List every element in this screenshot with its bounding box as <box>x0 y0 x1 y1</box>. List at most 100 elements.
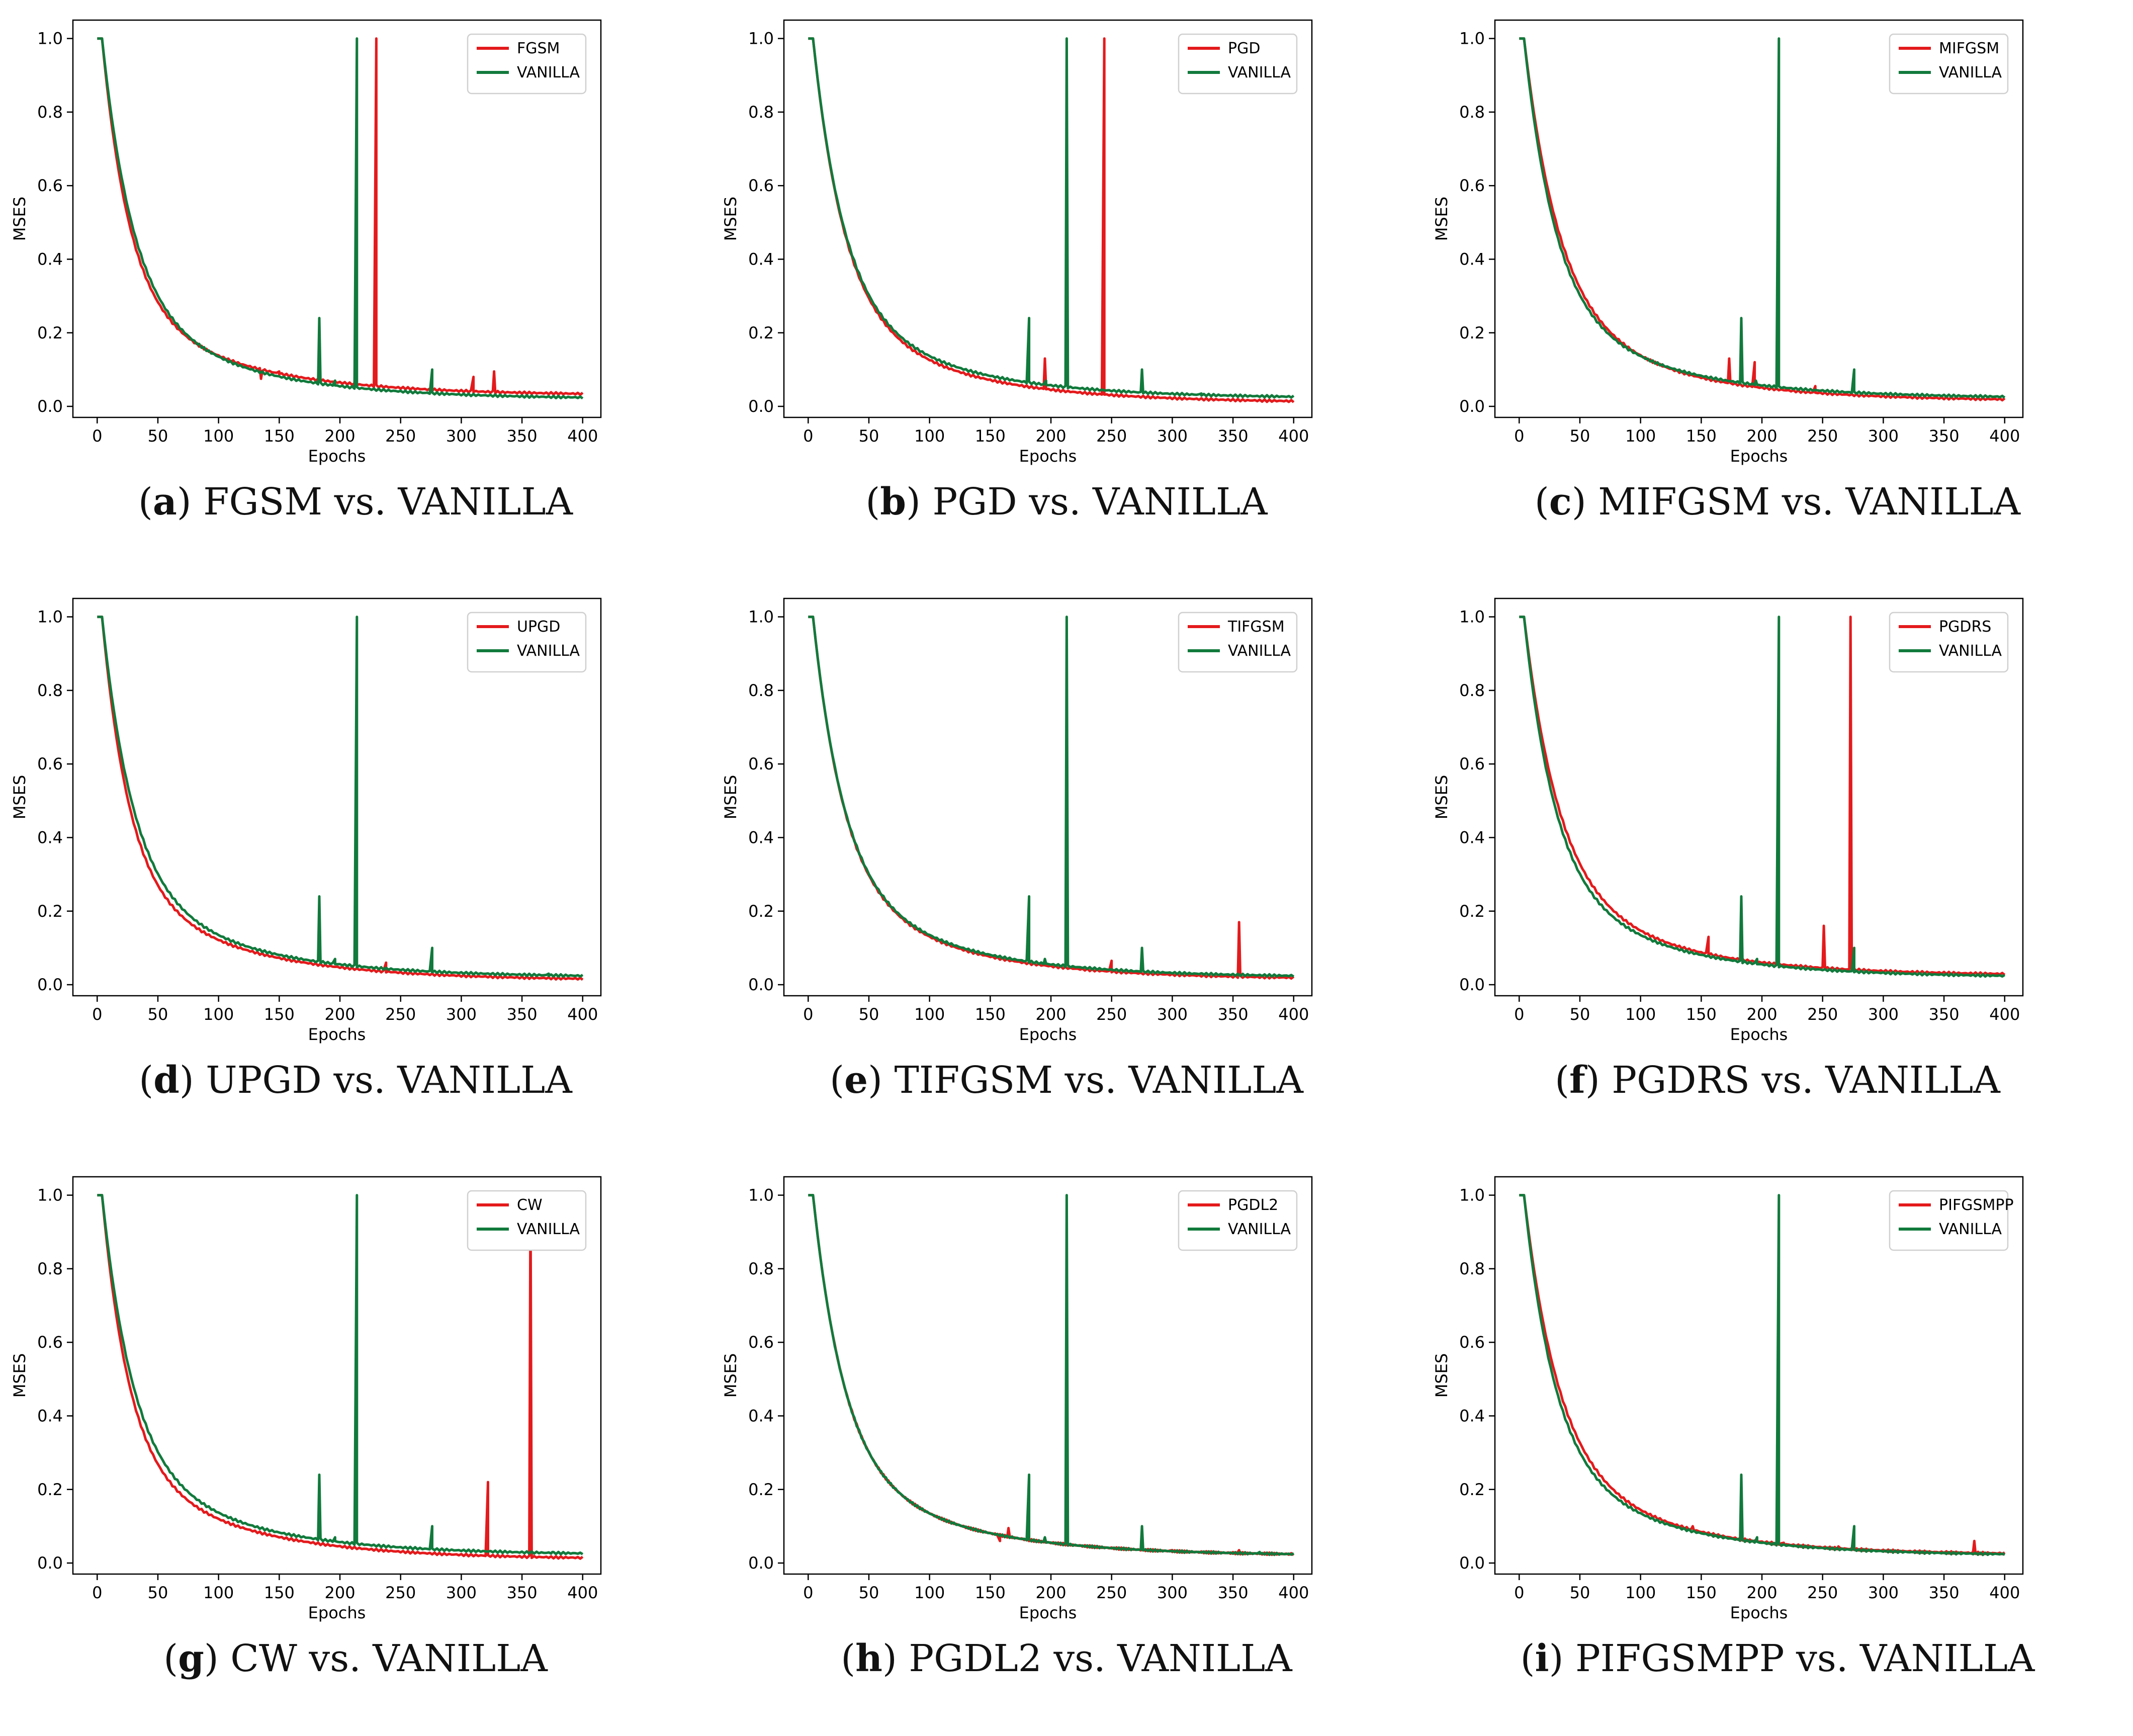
y-tick-label: 0.6 <box>748 1333 774 1352</box>
plot-frame <box>783 597 1313 997</box>
chart-panel-g: 0 50 100 150 200 250 300 350 400 0.0 0.2 0.4 0.6 0.8 1… <box>0 1157 711 1735</box>
series-line-attack <box>1519 616 2006 976</box>
legend-label-vanilla: VANILLA <box>1939 1221 2002 1238</box>
x-tick-label: 350 <box>1218 1005 1249 1024</box>
chart-svg-c: 0 50 100 150 200 250 300 350 400 0.0 0.2 0.4 0.6 0.8 1… <box>1432 19 2024 466</box>
y-tick-label: 0.0 <box>37 975 63 994</box>
y-axis-label: MSES <box>721 775 740 819</box>
x-tick-label: 200 <box>1746 426 1777 446</box>
x-tick-label: 200 <box>324 1583 355 1602</box>
plot-frame <box>72 597 602 997</box>
x-tick-label: 50 <box>1570 426 1590 446</box>
panel-caption-text: TIFGSM vs. VANILLA <box>894 1059 1303 1102</box>
y-tick-label: 0.8 <box>748 103 774 122</box>
y-tick-label: 1.0 <box>748 29 774 48</box>
panel-caption: (g) CW vs. VANILLA <box>0 1637 711 1680</box>
chart-svg-a: 0 50 100 150 200 250 300 350 400 0.0 0.2 0.4 0.6 0.8 1… <box>10 19 602 466</box>
x-tick-label: 300 <box>1157 1005 1188 1024</box>
y-tick-label: 0.8 <box>37 681 63 700</box>
x-tick-label: 150 <box>264 1583 295 1602</box>
plot-frame <box>72 19 602 418</box>
y-tick-label: 0.0 <box>1459 975 1485 994</box>
x-tick-label: 150 <box>1686 1005 1717 1024</box>
x-tick-label: 0 <box>92 1583 102 1602</box>
legend-label-attack: UPGD <box>517 618 560 636</box>
legend-label-vanilla: VANILLA <box>517 64 580 81</box>
legend-label-attack: PGDRS <box>1939 618 1991 636</box>
y-tick-label: 0.2 <box>37 902 63 921</box>
y-tick-label: 0.6 <box>1459 1333 1485 1352</box>
y-tick-label: 0.0 <box>37 397 63 416</box>
chart-panel-d: 0 50 100 150 200 250 300 350 400 0.0 0.2 0.4 0.6 0.8 1… <box>0 578 711 1157</box>
legend-label-attack: PGD <box>1228 40 1260 57</box>
plot-frame <box>783 19 1313 418</box>
panel-letter: (i) <box>1520 1637 1575 1680</box>
x-tick-label: 100 <box>914 426 945 446</box>
plot-frame <box>1494 1176 2024 1575</box>
y-axis-label: MSES <box>721 197 740 241</box>
y-axis-label: MSES <box>721 1353 740 1398</box>
x-axis-label: Epochs <box>308 447 366 466</box>
y-tick-label: 0.8 <box>1459 681 1485 700</box>
x-tick-label: 150 <box>975 1583 1006 1602</box>
y-tick-label: 0.2 <box>748 902 774 921</box>
legend-label-attack: CW <box>517 1196 543 1214</box>
y-tick-label: 0.8 <box>748 1259 774 1278</box>
y-tick-label: 0.0 <box>1459 1553 1485 1573</box>
x-tick-label: 300 <box>446 1005 477 1024</box>
y-tick-label: 1.0 <box>748 1186 774 1205</box>
y-tick-label: 0.4 <box>37 1406 63 1425</box>
y-axis-label: MSES <box>1432 775 1451 819</box>
legend-label-vanilla: VANILLA <box>1228 642 1291 660</box>
y-tick-label: 0.4 <box>748 828 774 847</box>
panel-letter: (a) <box>138 480 204 524</box>
y-tick-label: 0.0 <box>748 397 774 416</box>
x-tick-label: 0 <box>803 1583 813 1602</box>
y-axis-label: MSES <box>1432 1353 1451 1398</box>
x-tick-label: 350 <box>507 426 538 446</box>
x-tick-label: 0 <box>92 426 102 446</box>
x-tick-label: 0 <box>1514 426 1524 446</box>
legend-label-vanilla: VANILLA <box>1228 1221 1291 1238</box>
x-tick-label: 50 <box>148 426 168 446</box>
x-tick-label: 0 <box>1514 1583 1524 1602</box>
panel-caption: (f) PGDRS vs. VANILLA <box>1422 1059 2133 1102</box>
panel-caption: (d) UPGD vs. VANILLA <box>0 1059 711 1102</box>
y-tick-label: 0.4 <box>37 249 63 269</box>
panel-caption-text: UPGD vs. VANILLA <box>206 1059 572 1102</box>
y-tick-label: 0.2 <box>1459 323 1485 342</box>
y-tick-label: 0.2 <box>1459 1480 1485 1499</box>
x-tick-label: 150 <box>975 1005 1006 1024</box>
x-tick-label: 300 <box>446 1583 477 1602</box>
x-tick-label: 150 <box>1686 1583 1717 1602</box>
x-axis-label: Epochs <box>1730 1603 1788 1622</box>
y-tick-label: 0.2 <box>37 1480 63 1499</box>
panel-letter: (b) <box>865 480 933 524</box>
x-tick-label: 200 <box>324 1005 355 1024</box>
series-line-attack <box>97 37 584 396</box>
chart-panel-b: 0 50 100 150 200 250 300 350 400 0.0 0.2 0.4 0.6 0.8 1… <box>711 0 1422 578</box>
y-tick-label: 0.8 <box>748 681 774 700</box>
y-tick-label: 1.0 <box>37 1186 63 1205</box>
x-tick-label: 100 <box>203 1583 234 1602</box>
y-tick-label: 0.4 <box>748 1406 774 1425</box>
x-tick-label: 300 <box>1868 1005 1899 1024</box>
series-line-vanilla <box>1519 1194 2006 1556</box>
panel-caption-text: PGDRS vs. VANILLA <box>1612 1059 2000 1102</box>
x-tick-label: 200 <box>324 426 355 446</box>
panel-letter: (g) <box>163 1637 231 1680</box>
panel-caption: (h) PGDL2 vs. VANILLA <box>711 1637 1422 1680</box>
x-tick-label: 300 <box>446 426 477 446</box>
y-tick-label: 1.0 <box>1459 607 1485 627</box>
series-line-vanilla <box>808 616 1295 978</box>
series-line-vanilla <box>808 37 1295 399</box>
x-tick-label: 250 <box>1807 1583 1838 1602</box>
x-tick-label: 50 <box>1570 1005 1590 1024</box>
y-axis-label: MSES <box>10 775 29 819</box>
chart-svg-f: 0 50 100 150 200 250 300 350 400 0.0 0.2 0.4 0.6 0.8 1… <box>1432 597 2024 1044</box>
y-tick-label: 0.4 <box>37 828 63 847</box>
x-tick-label: 400 <box>1278 1005 1309 1024</box>
panel-caption: (b) PGD vs. VANILLA <box>711 480 1422 524</box>
x-tick-label: 100 <box>1625 1583 1656 1602</box>
y-tick-label: 0.4 <box>1459 249 1485 269</box>
